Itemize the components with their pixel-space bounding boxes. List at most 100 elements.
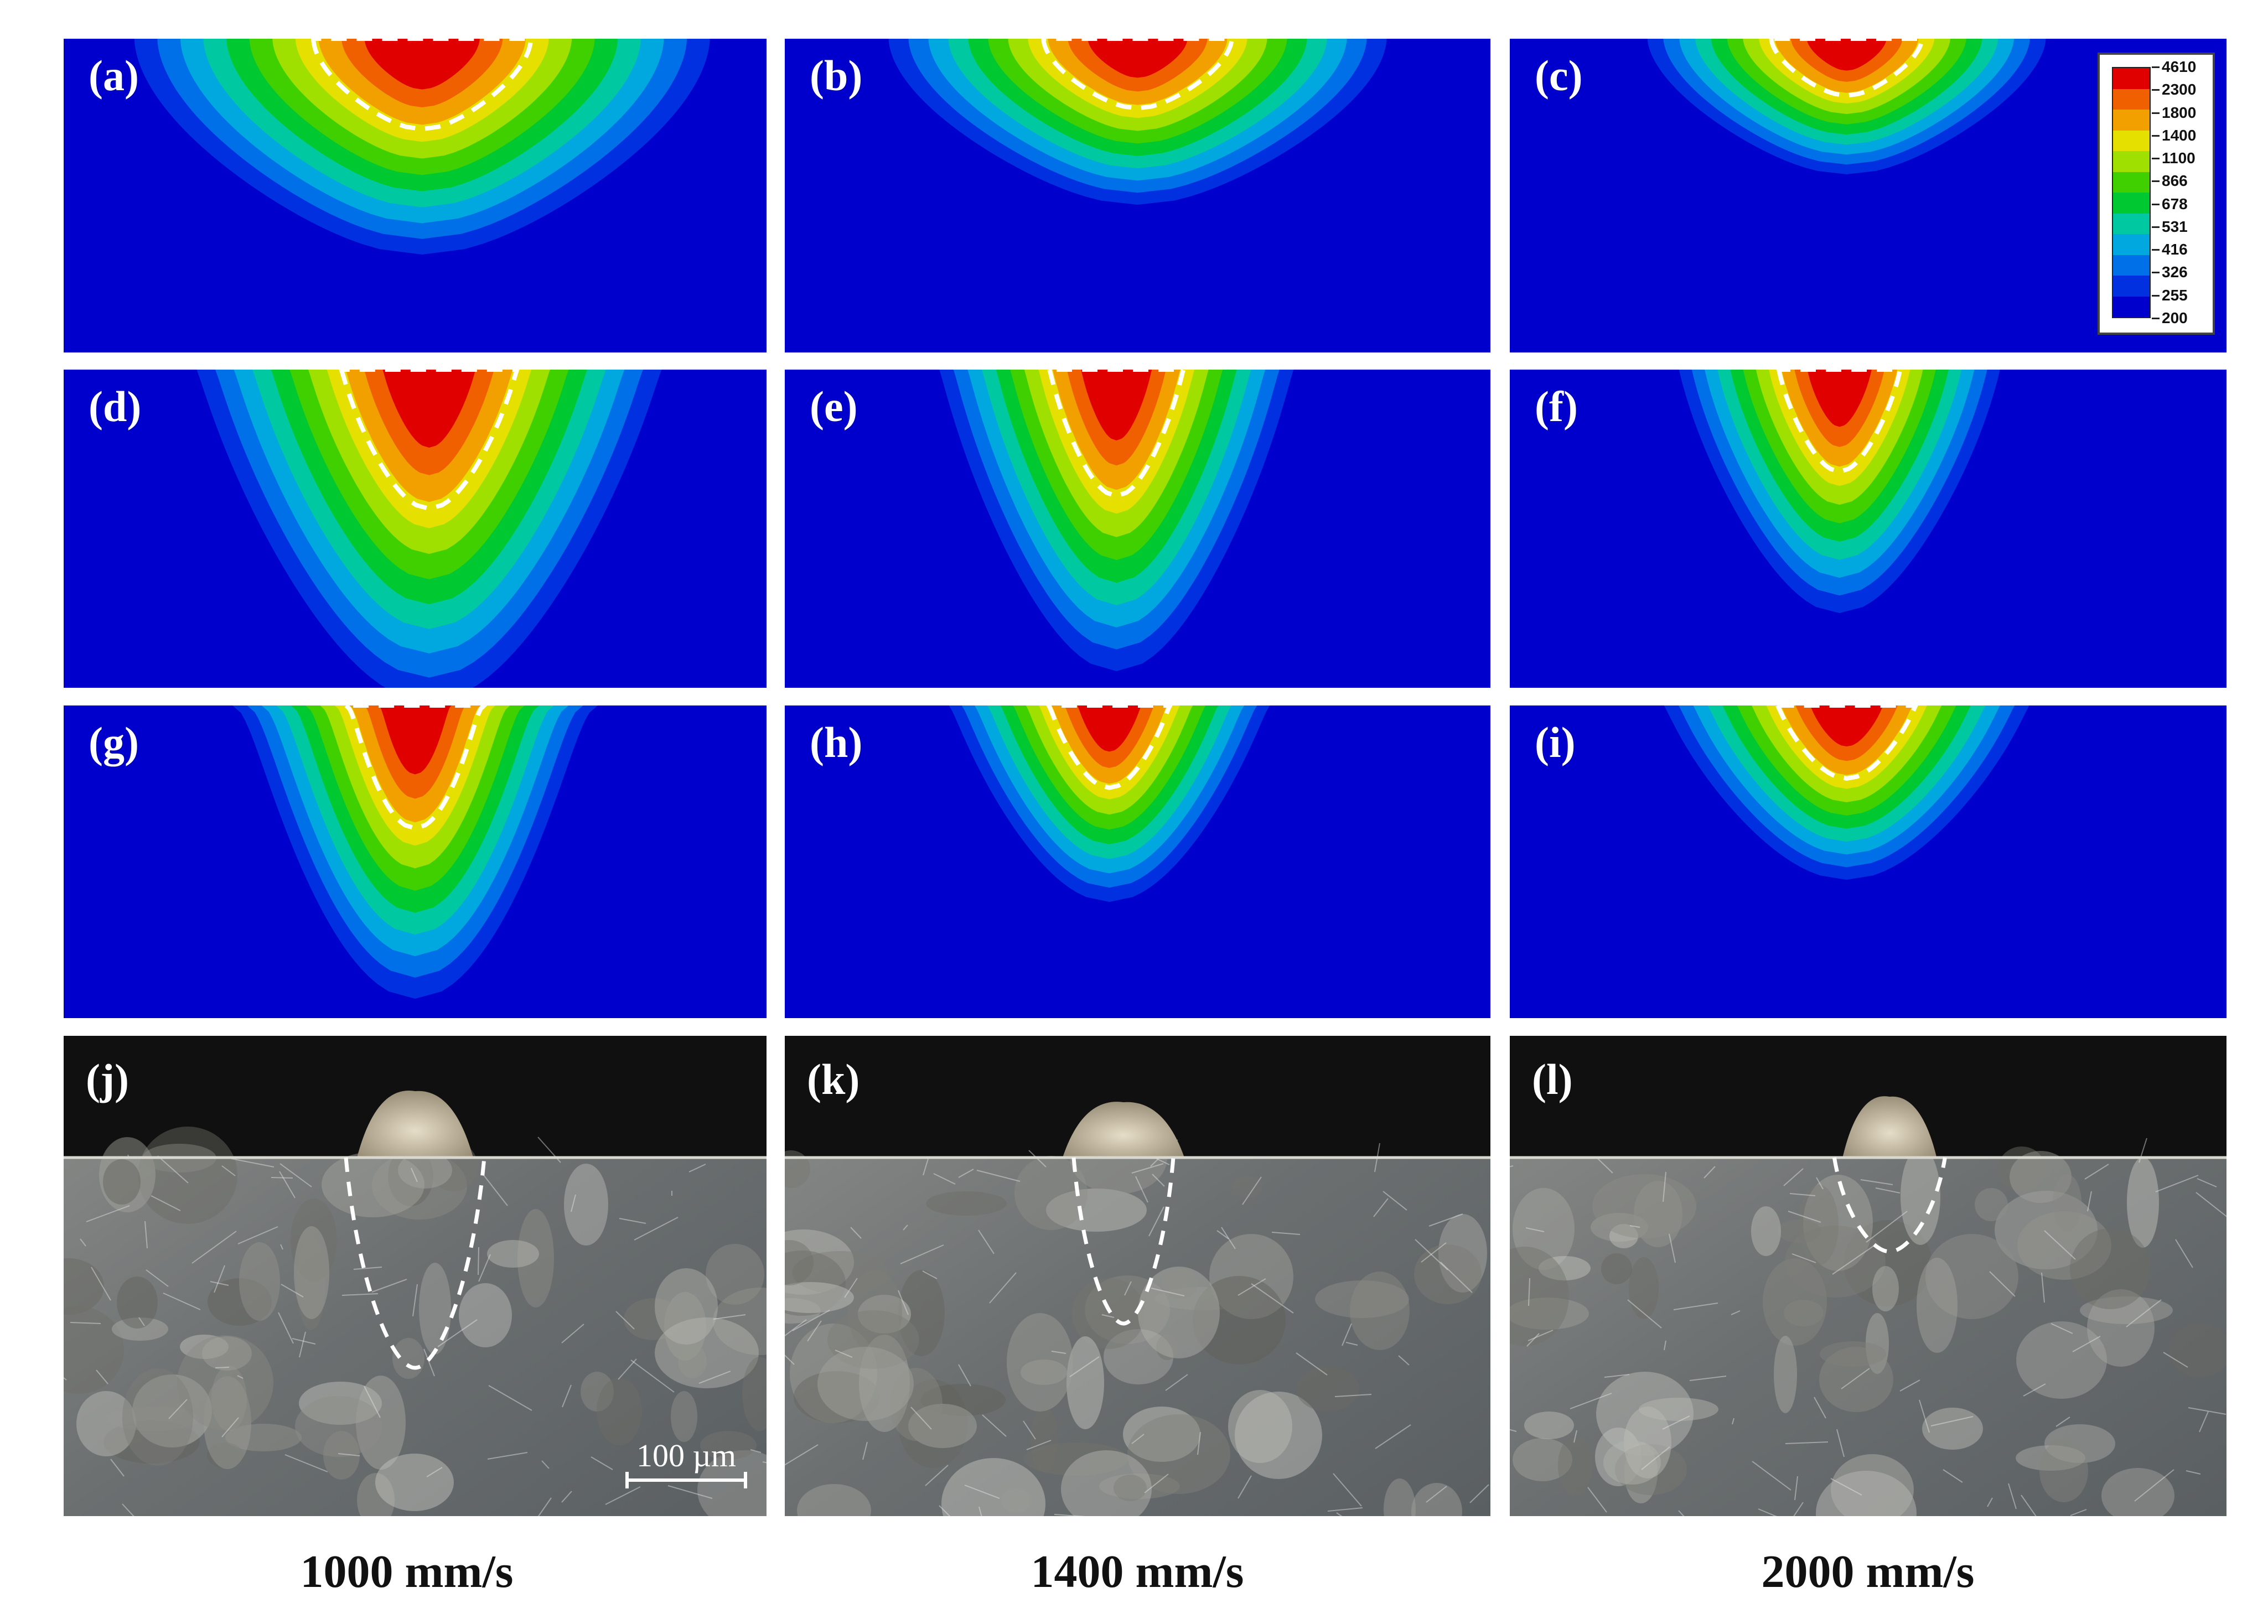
legend-swatch (2113, 130, 2150, 151)
grain-boundary (1866, 1211, 1908, 1243)
grain-boundary (96, 1369, 108, 1384)
micrograph-panel: (j) (64, 1036, 767, 1516)
melt-pool-boundary (1047, 370, 1186, 499)
grain (1803, 1175, 1873, 1271)
grain-boundary (1415, 1239, 1448, 1270)
weld-bead (357, 1091, 473, 1158)
grain-boundary (2134, 1469, 2174, 1502)
fusion-line (1071, 1157, 1176, 1326)
grain-boundary (1421, 1242, 1447, 1263)
grain (2053, 1174, 2081, 1232)
grain-boundary (1151, 1288, 1185, 1296)
grain-boundary (488, 1385, 532, 1411)
grain (1866, 1313, 1889, 1374)
grain-boundary (2175, 1239, 2193, 1268)
grain (785, 1240, 814, 1285)
grain (817, 1347, 914, 1421)
grain (138, 1127, 237, 1224)
contour-plot (1510, 370, 2226, 688)
grain (564, 1164, 608, 1246)
grain (1296, 1366, 1359, 1412)
grain-boundary (1144, 1473, 1169, 1493)
grain-boundary (1023, 1420, 1036, 1440)
weld-bead (1063, 1102, 1184, 1158)
grain-boundary (138, 1317, 145, 1326)
grain-boundary (1783, 1168, 1804, 1186)
grain-boundary (163, 1293, 201, 1310)
temperature-field-panel: (d) (64, 370, 767, 688)
grain-boundary (835, 1350, 853, 1358)
grain-boundary (1528, 1278, 1530, 1306)
grain-boundary (1587, 1487, 1607, 1513)
grain-boundary (191, 1231, 237, 1264)
grain-boundary (1237, 1278, 1266, 1296)
grain (1819, 1347, 1893, 1412)
grain (356, 1376, 406, 1470)
grain-boundary (933, 1173, 956, 1185)
legend-swatch (2113, 234, 2150, 255)
grain-boundary (562, 1384, 572, 1408)
grain-boundary (86, 1205, 130, 1222)
grain-boundary (571, 1194, 576, 1212)
contour-band (379, 705, 452, 775)
grain-boundary (2087, 1191, 2092, 1212)
grain-boundary (151, 1195, 181, 1211)
grain-boundary (1919, 1399, 1930, 1433)
grain-boundary (982, 1414, 1007, 1437)
grain-boundary (1221, 1227, 1236, 1249)
legend-tick (2152, 180, 2160, 183)
grain (294, 1226, 329, 1319)
grain-boundary (792, 1310, 830, 1331)
grain (1751, 1206, 1781, 1256)
grain (785, 1229, 854, 1295)
grain (1634, 1181, 1682, 1247)
grain-boundary (1527, 1330, 1554, 1341)
grain-boundary (1841, 1368, 1870, 1389)
caption-1000: 1000 mm/s (300, 1546, 514, 1597)
grain (207, 1443, 244, 1468)
grain-boundary (1216, 1230, 1229, 1239)
temperature-field-panel: (f) (1510, 370, 2226, 688)
grain-boundary (1794, 1476, 1798, 1501)
grain (1609, 1224, 1638, 1248)
grain-boundary (1875, 1187, 1901, 1194)
grain-boundary (1334, 1394, 1372, 1397)
grain (1922, 1408, 1983, 1450)
grain (859, 1335, 910, 1432)
grain-boundary (958, 1364, 971, 1387)
grain (1114, 1475, 1147, 1501)
panel-label: (j) (86, 1055, 129, 1103)
grain-boundary (1525, 1227, 1545, 1232)
grain-boundary (1629, 1225, 1640, 1228)
grain (64, 1306, 124, 1394)
grain (785, 1298, 821, 1324)
legend-level-label: 866 (2162, 172, 2188, 190)
grain (1831, 1454, 1914, 1516)
grain (323, 1431, 360, 1480)
grain (2070, 1228, 2151, 1309)
grain-boundary (353, 1267, 382, 1270)
grain (624, 1298, 682, 1340)
grain (225, 1424, 302, 1451)
grain-boundary (237, 1375, 244, 1379)
grain-boundary (1731, 1310, 1741, 1315)
grain (357, 1473, 395, 1516)
grain (1784, 1300, 1824, 1326)
contour-plot (64, 705, 767, 1018)
legend-tick (2152, 272, 2160, 274)
grain-boundary (478, 1247, 479, 1275)
scale-bar: 100 µm (625, 1440, 747, 1488)
grain-boundary (1373, 1198, 1389, 1217)
legend-swatch (2113, 213, 2150, 234)
grain-boundary (423, 1348, 435, 1377)
grain (597, 1378, 642, 1445)
grain (1510, 1247, 1569, 1346)
grain-boundary (1124, 1281, 1132, 1296)
grain-boundary (364, 1386, 381, 1418)
grain-boundary (2041, 1272, 2045, 1303)
grain-boundary (214, 1265, 225, 1293)
grain-boundary (221, 1165, 236, 1176)
grain-boundary (1054, 1514, 1086, 1516)
grain (1233, 1176, 1262, 1198)
grain-boundary (1793, 1502, 1804, 1516)
